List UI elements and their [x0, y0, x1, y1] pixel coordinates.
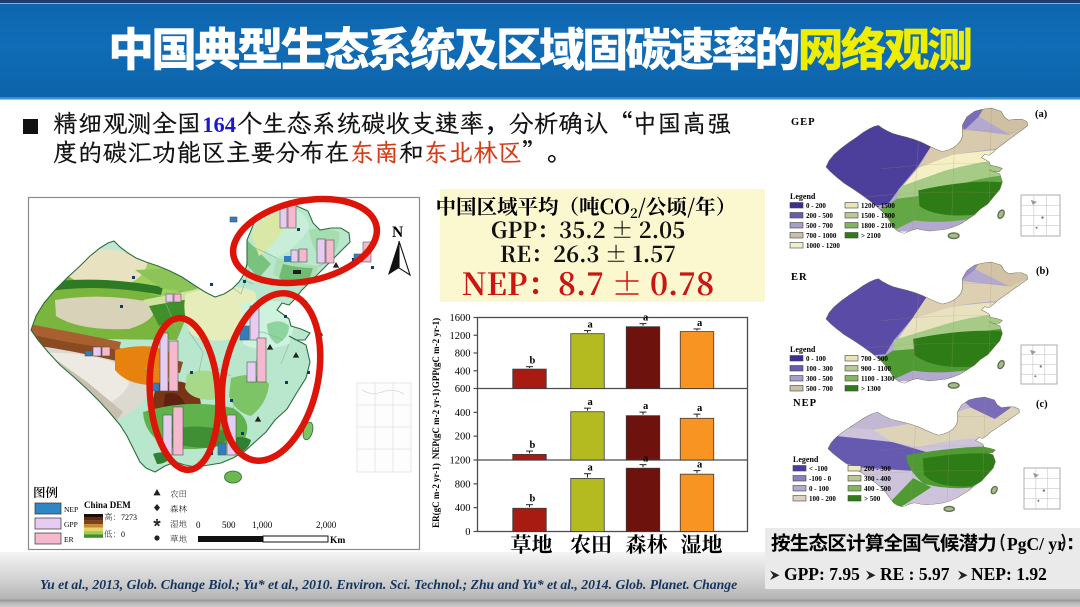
svg-text:400 - 500: 400 - 500: [864, 485, 891, 493]
svg-text:Legend: Legend: [790, 345, 816, 354]
svg-text:200 - 300: 200 - 300: [864, 465, 891, 473]
svg-text:PgC/ yr: PgC/ yr: [1007, 534, 1065, 554]
svg-text:ER(gC m-2 yr-1): ER(gC m-2 yr-1): [431, 463, 441, 528]
svg-text:Km: Km: [330, 536, 345, 546]
svg-text:NEP(gC m-2 yr-1): NEP(gC m-2 yr-1): [431, 389, 441, 459]
svg-text:b: b: [530, 356, 536, 367]
svg-text:NEP: 1.92: NEP: 1.92: [971, 564, 1047, 584]
svg-text:b: b: [530, 440, 536, 451]
svg-text:ER: ER: [64, 535, 74, 544]
svg-text:2,000: 2,000: [316, 520, 337, 530]
svg-text:700 - 1000: 700 - 1000: [806, 232, 837, 240]
svg-text:200 - 500: 200 - 500: [806, 212, 833, 220]
svg-text:1500 - 1800: 1500 - 1800: [861, 212, 895, 220]
svg-text:0 - 200: 0 - 200: [806, 202, 826, 210]
svg-text:ER: ER: [791, 272, 808, 283]
svg-text:a: a: [697, 403, 703, 414]
svg-text:1200: 1200: [450, 456, 471, 467]
svg-text:0: 0: [196, 520, 201, 530]
svg-text:700 - 900: 700 - 900: [861, 355, 888, 363]
svg-text:-100 - 0: -100 - 0: [809, 475, 832, 483]
svg-text:500: 500: [222, 520, 236, 530]
svg-text:a: a: [588, 463, 594, 474]
svg-text:NEP: NEP: [793, 398, 817, 409]
svg-text:a: a: [643, 454, 649, 465]
svg-text:a: a: [697, 318, 703, 329]
svg-text:1200: 1200: [450, 331, 471, 342]
svg-text:GPP: 7.95: GPP: 7.95: [784, 564, 860, 584]
svg-text:500 - 700: 500 - 700: [806, 385, 833, 393]
svg-text:Legend: Legend: [790, 192, 816, 201]
svg-text:0 - 100: 0 - 100: [809, 485, 829, 493]
svg-text:a: a: [643, 313, 649, 324]
svg-text:RE : 5.97: RE : 5.97: [880, 564, 950, 584]
svg-text:> 2100: > 2100: [861, 232, 881, 240]
svg-text:GPP(gC m-2 yr-1): GPP(gC m-2 yr-1): [431, 318, 441, 388]
svg-text:< -100: < -100: [809, 465, 828, 473]
svg-text:GEP: GEP: [791, 117, 816, 128]
svg-text:800: 800: [455, 349, 471, 360]
svg-text:(c): (c): [1036, 399, 1048, 410]
svg-text:400: 400: [455, 366, 471, 377]
svg-text:b: b: [530, 494, 536, 505]
svg-text:> 1300: > 1300: [861, 385, 881, 393]
svg-text:a: a: [697, 460, 703, 471]
svg-text:Legend: Legend: [793, 455, 819, 464]
svg-text:China DEM: China DEM: [84, 500, 131, 510]
svg-text:400: 400: [455, 408, 471, 419]
svg-text:GPP: GPP: [64, 520, 78, 529]
svg-text:Yu et al., 2013, Glob. Change: Yu et al., 2013, Glob. Change Biol.; Yu*…: [40, 577, 737, 592]
svg-text:0 - 100: 0 - 100: [806, 355, 826, 363]
svg-text:1200 - 1500: 1200 - 1500: [861, 202, 895, 210]
svg-text:1000 - 1200: 1000 - 1200: [806, 242, 840, 250]
svg-text:a: a: [588, 397, 594, 408]
svg-text:1800 - 2100: 1800 - 2100: [861, 222, 895, 230]
svg-text:300 - 400: 300 - 400: [864, 475, 891, 483]
svg-text:800: 800: [455, 479, 471, 490]
svg-text:164: 164: [202, 112, 236, 137]
svg-text:400: 400: [455, 503, 471, 514]
svg-text:(b): (b): [1036, 266, 1049, 277]
svg-text:600: 600: [455, 384, 471, 395]
svg-text:1100 - 1300: 1100 - 1300: [861, 375, 895, 383]
svg-text:(a): (a): [1035, 109, 1048, 120]
svg-text:300 - 500: 300 - 500: [806, 375, 833, 383]
svg-text:a: a: [588, 320, 594, 331]
svg-text:0: 0: [121, 530, 125, 539]
svg-text:100 - 200: 100 - 200: [809, 495, 836, 503]
svg-text:500 - 700: 500 - 700: [806, 222, 833, 230]
svg-text:1600: 1600: [450, 313, 471, 324]
svg-text:900 - 1100: 900 - 1100: [861, 365, 891, 373]
svg-text:1,000: 1,000: [252, 520, 273, 530]
svg-text:a: a: [643, 401, 649, 412]
svg-text:0: 0: [465, 527, 470, 538]
svg-text:NEP: NEP: [64, 505, 78, 514]
svg-text:> 500: > 500: [864, 495, 881, 503]
svg-text:N: N: [392, 224, 403, 241]
svg-text:100 - 300: 100 - 300: [806, 365, 833, 373]
svg-text:200: 200: [455, 432, 471, 443]
svg-text:7273: 7273: [121, 513, 137, 522]
